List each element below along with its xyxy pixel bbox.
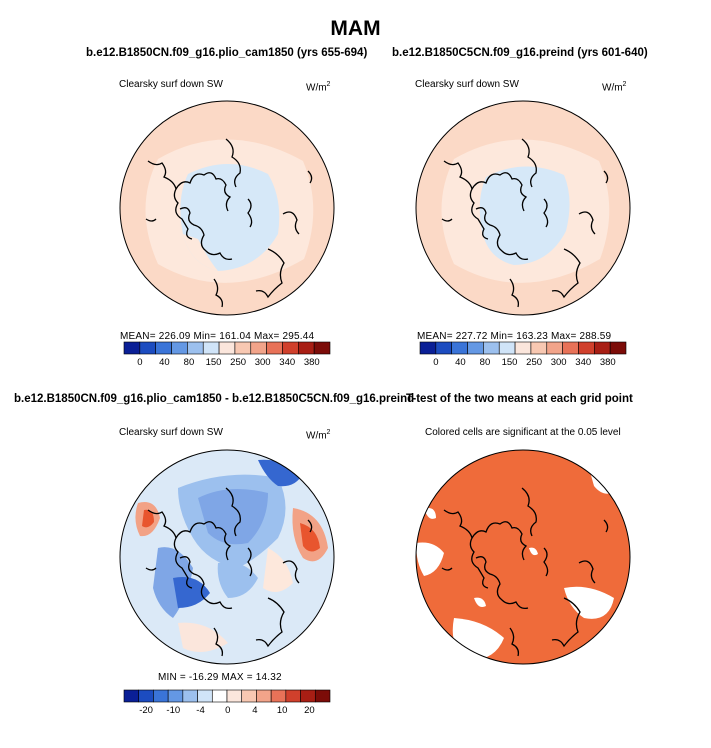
top-left-run-title: b.e12.B1850CN.f09_g16.plio_cam1850 (yrs …: [86, 47, 368, 59]
colorbar-swatch: [313, 341, 331, 355]
colorbar-swatch: [298, 341, 315, 355]
bottom-left-units: W/m2: [306, 429, 331, 442]
colorbar-swatch: [234, 341, 252, 355]
colorbar-swatch: [609, 341, 627, 355]
colorbar-swatch: [182, 689, 198, 703]
colorbar-tick-label: 40: [455, 357, 466, 368]
colorbar-swatch: [197, 689, 213, 703]
colorbar-swatch: [300, 689, 316, 703]
colorbar-tick-label: 0: [225, 705, 230, 716]
colorbar-swatch: [139, 341, 156, 355]
colorbar-swatch: [514, 341, 532, 355]
colorbar-swatch: [187, 341, 204, 355]
top-left-polar-cap: [180, 164, 280, 271]
colorbar-tick-label: 10: [277, 705, 288, 716]
colorbar-swatch: [483, 341, 500, 355]
colorbar-swatch: [562, 341, 579, 355]
colorbar-swatch: [419, 341, 437, 355]
colorbar-swatch: [241, 689, 257, 703]
top-left-coastlines: [145, 138, 313, 308]
colorbar-swatch: [250, 341, 267, 355]
colorbar-swatch: [594, 341, 611, 355]
colorbar-tick-label: 150: [206, 357, 222, 368]
top-right-map: [415, 100, 631, 316]
colorbar-swatch: [138, 689, 154, 703]
top-left-map: [119, 100, 335, 316]
colorbar-swatch: [467, 341, 484, 355]
colorbar-swatch: [256, 689, 272, 703]
colorbar-tick-label: 250: [526, 357, 542, 368]
colorbar-tick-label: 80: [480, 357, 491, 368]
colorbar-swatch: [285, 689, 301, 703]
colorbar-swatch: [171, 341, 188, 355]
colorbar-tick-label: 340: [575, 357, 591, 368]
colorbar-tick-label: -20: [139, 705, 153, 716]
top-left-stats: MEAN= 226.09 Min= 161.04 Max= 295.44: [120, 331, 315, 342]
colorbar-swatch: [498, 341, 516, 355]
colorbar-swatch: [167, 689, 184, 703]
top-right-units: W/m2: [602, 81, 627, 94]
bottom-left-map: [119, 449, 335, 665]
colorbar-tick-label: -4: [196, 705, 204, 716]
bottom-left-stats: MIN = -16.29 MAX = 14.32: [158, 672, 282, 683]
colorbar-tick-label: 380: [600, 357, 616, 368]
colorbar-tick-label: 340: [279, 357, 295, 368]
colorbar-tick-label: 80: [184, 357, 195, 368]
colorbar-swatch: [451, 341, 468, 355]
top-left-units: W/m2: [306, 81, 331, 94]
bottom-right-map: [415, 449, 631, 665]
colorbar-swatch: [530, 341, 548, 355]
colorbar-swatch: [218, 341, 236, 355]
colorbar-tick-label: 0: [137, 357, 142, 368]
colorbar-tick-label: 300: [255, 357, 271, 368]
colorbar-swatch: [314, 689, 331, 703]
colorbar-tick-label: 250: [230, 357, 246, 368]
bottom-right-run-title: T-test of the two means at each grid poi…: [406, 393, 633, 405]
bottom-left-run-title: b.e12.B1850CN.f09_g16.plio_cam1850 - b.e…: [14, 393, 415, 405]
bottom-right-note: Colored cells are significant at the 0.0…: [425, 427, 621, 438]
bottom-left-field-label: Clearsky surf down SW: [119, 427, 223, 438]
colorbar-swatch: [123, 689, 140, 703]
colorbar-swatch: [282, 341, 299, 355]
top-left-colorbar: 0 40 80 150 250 300 340 380: [123, 341, 331, 368]
bottom-left-colorbar: -20 -10 -4 0 4 10 20: [123, 689, 331, 716]
colorbar-tick-label: 0: [433, 357, 438, 368]
colorbar-tick-label: 40: [159, 357, 170, 368]
colorbar-swatch: [546, 341, 563, 355]
top-left-field-label: Clearsky surf down SW: [119, 79, 223, 90]
colorbar-tick-label: 380: [304, 357, 320, 368]
colorbar-swatch: [226, 689, 243, 703]
page-title: MAM: [330, 17, 381, 40]
colorbar-tick-label: -10: [166, 705, 180, 716]
colorbar-swatch: [155, 341, 172, 355]
top-right-colorbar: 0 40 80 150 250 300 340 380: [419, 341, 627, 368]
colorbar-swatch: [202, 341, 220, 355]
top-right-run-title: b.e12.B1850C5CN.f09_g16.preind (yrs 601-…: [392, 47, 648, 59]
colorbar-tick-label: 300: [551, 357, 567, 368]
colorbar-swatch: [211, 689, 228, 703]
colorbar-swatch: [435, 341, 452, 355]
colorbar-swatch: [270, 689, 287, 703]
colorbar-swatch: [153, 689, 169, 703]
colorbar-tick-label: 20: [304, 705, 315, 716]
colorbar-swatch: [123, 341, 141, 355]
colorbar-swatch: [266, 341, 283, 355]
top-right-field-label: Clearsky surf down SW: [415, 79, 519, 90]
colorbar-tick-label: 4: [252, 705, 257, 716]
top-right-stats: MEAN= 227.72 Min= 163.23 Max= 288.59: [417, 331, 612, 342]
colorbar-swatch: [578, 341, 595, 355]
colorbar-tick-label: 150: [502, 357, 518, 368]
